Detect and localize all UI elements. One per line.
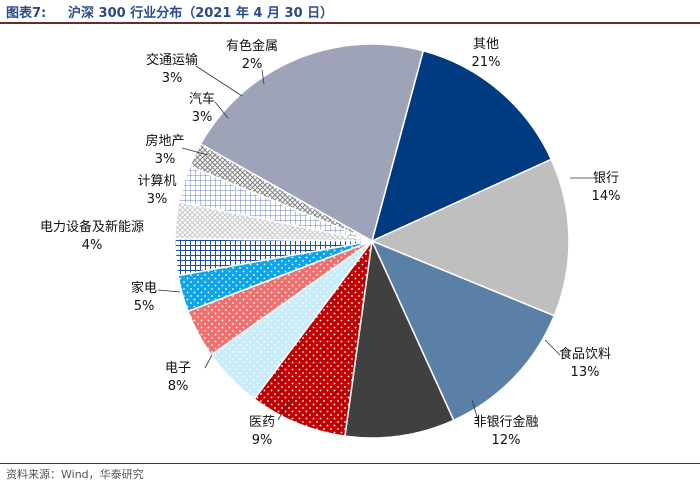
- leader-line: [157, 289, 181, 293]
- slice-label: 食品饮料: [559, 346, 611, 362]
- slice-value-label: 21%: [472, 55, 501, 70]
- slice-label: 非银行金融: [473, 414, 538, 430]
- pie-slice: [199, 43, 425, 243]
- slice-labels: 其他 21% 银行 14% 食品饮料 13% 非银行金融 12% 医药 9% 电子 8% 家电 5% 电力设…: [40, 37, 620, 448]
- slice-value-label: 3%: [192, 110, 213, 125]
- source-note: 资料来源：Wind，华泰研究: [6, 468, 144, 481]
- pie-slice: [253, 240, 373, 437]
- leader-lines: [157, 65, 598, 421]
- title-bar: 图表7: 沪深 300 行业分布（2021 年 4 月 30 日）: [0, 0, 700, 22]
- chart-title: 沪深 300 行业分布（2021 年 4 月 30 日）: [68, 6, 334, 21]
- slice-label: 银行: [593, 171, 619, 186]
- leader-line: [544, 339, 561, 356]
- slice-label: 电力设备及新能源: [40, 219, 144, 235]
- slice-value-label: 12%: [492, 433, 521, 448]
- leader-line: [204, 354, 213, 369]
- slice-value-label: 9%: [252, 433, 273, 448]
- slice-value-label: 8%: [168, 379, 189, 394]
- slice-value-label: 4%: [82, 238, 103, 253]
- pie-slice: [370, 158, 570, 317]
- pie-slices: [174, 43, 570, 439]
- leader-line: [277, 399, 291, 421]
- pie-slice: [344, 238, 455, 439]
- slice-value-label: 14%: [592, 189, 621, 204]
- slice-label: 房地产: [145, 133, 184, 149]
- slice-value-label: 3%: [155, 152, 176, 167]
- slice-label: 其他: [473, 37, 499, 52]
- slice-label: 计算机: [137, 174, 176, 189]
- slice-value-label: 2%: [242, 57, 263, 72]
- slice-value-label: 3%: [147, 192, 168, 207]
- slice-label: 交通运输: [146, 52, 198, 68]
- footer-divider: [0, 463, 700, 464]
- title-divider: [0, 22, 700, 24]
- slice-label: 电子: [165, 361, 191, 376]
- pie-slice: [188, 142, 373, 242]
- slice-value-label: 3%: [162, 71, 183, 86]
- slice-label: 有色金属: [226, 38, 278, 54]
- leader-line: [181, 147, 209, 156]
- slice-value-label: 13%: [571, 365, 600, 380]
- slice-label: 汽车: [189, 91, 215, 107]
- figure-label: 图表7:: [6, 6, 47, 21]
- leader-line: [195, 65, 243, 97]
- leader-line: [214, 101, 229, 119]
- leader-line: [471, 399, 479, 421]
- slice-value-label: 5%: [134, 299, 155, 314]
- slice-label: 医药: [249, 415, 275, 430]
- leader-line: [261, 69, 265, 85]
- slice-label: 家电: [131, 280, 157, 296]
- pie-slice: [370, 49, 553, 243]
- pie-slice: [370, 239, 556, 422]
